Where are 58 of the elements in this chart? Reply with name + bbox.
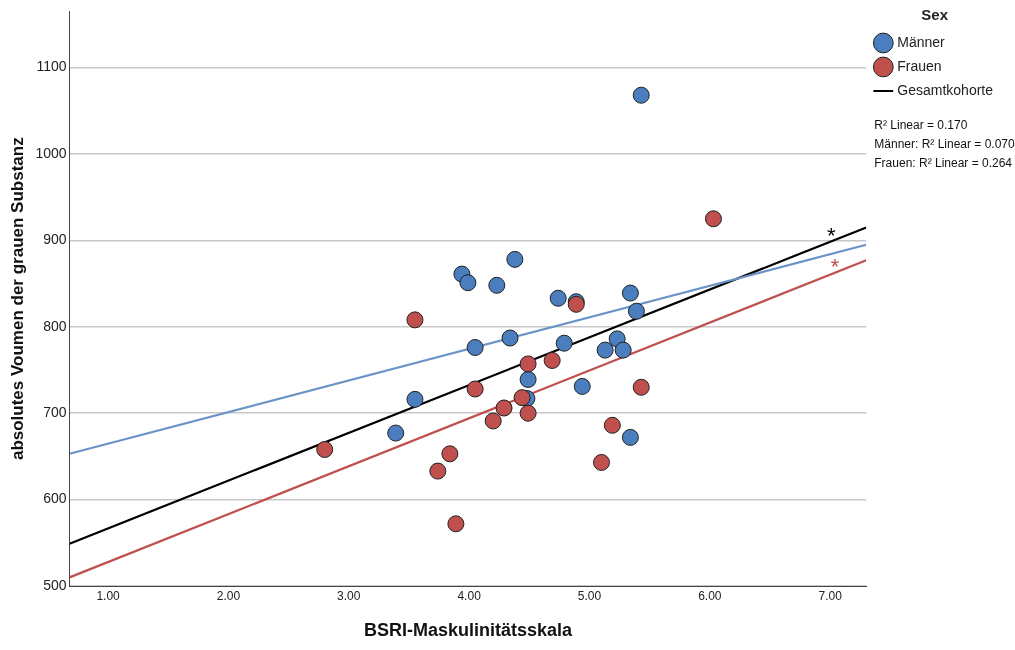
- point: [549, 289, 567, 307]
- x-tick-label: 7.00: [818, 588, 843, 603]
- y-tick-label: 1000: [35, 144, 67, 161]
- legend-label: Frauen: [897, 57, 942, 74]
- point: [406, 311, 424, 329]
- y-tick-label: 800: [43, 317, 67, 334]
- legend-title: Sex: [921, 5, 949, 23]
- point: [632, 378, 650, 396]
- point: [506, 250, 524, 268]
- point: [459, 274, 477, 292]
- x-tick-label: 1.00: [96, 588, 121, 603]
- y-tick-label: 900: [43, 231, 67, 248]
- point: [488, 276, 506, 294]
- y-tick-label: 600: [43, 490, 67, 507]
- x-axis-title: BSRI-Maskulinitätsskala: [363, 620, 573, 641]
- point: [441, 445, 459, 463]
- point: [555, 334, 573, 352]
- text: R² Linear = 0.170: [874, 118, 968, 133]
- point: [519, 355, 537, 373]
- point: [519, 404, 537, 422]
- point: [447, 515, 465, 533]
- y-tick-label: 500: [43, 576, 67, 593]
- x-tick-label: 5.00: [577, 588, 602, 603]
- point: [466, 380, 484, 398]
- point: [484, 412, 502, 430]
- x-tick-label: 2.00: [216, 588, 241, 603]
- point: [429, 462, 447, 480]
- x-tick-label: 4.00: [457, 588, 482, 603]
- y-tick-label: 700: [43, 404, 67, 421]
- point: [543, 351, 561, 369]
- point: [573, 377, 591, 395]
- x-tick-label: 6.00: [698, 588, 722, 603]
- point: [495, 399, 513, 417]
- point: [704, 210, 722, 228]
- point: [621, 284, 639, 302]
- point: [627, 302, 645, 320]
- point: [519, 370, 537, 388]
- point: [316, 440, 334, 458]
- point: [596, 341, 614, 359]
- y-axis-title: absolutes Voumen der grauen Substanz: [7, 137, 27, 461]
- point: [614, 341, 632, 359]
- point: [387, 424, 405, 442]
- legend-label: Gesamtkohorte: [897, 81, 994, 98]
- point: [632, 86, 650, 104]
- text: Frauen: R² Linear = 0.264: [874, 156, 1013, 171]
- point: [593, 453, 611, 471]
- point: [513, 389, 531, 407]
- x-tick-label: 3.00: [337, 588, 361, 603]
- point: [621, 428, 639, 446]
- text: Männer: R² Linear = 0.070: [874, 137, 1015, 152]
- legend-label: Männer: [897, 33, 946, 50]
- annotation: *: [830, 254, 840, 280]
- point: [466, 339, 484, 357]
- point: [406, 390, 424, 408]
- point: [603, 416, 621, 434]
- point: [501, 329, 519, 347]
- annotation: *: [827, 223, 837, 249]
- y-tick-label: 1100: [36, 58, 67, 75]
